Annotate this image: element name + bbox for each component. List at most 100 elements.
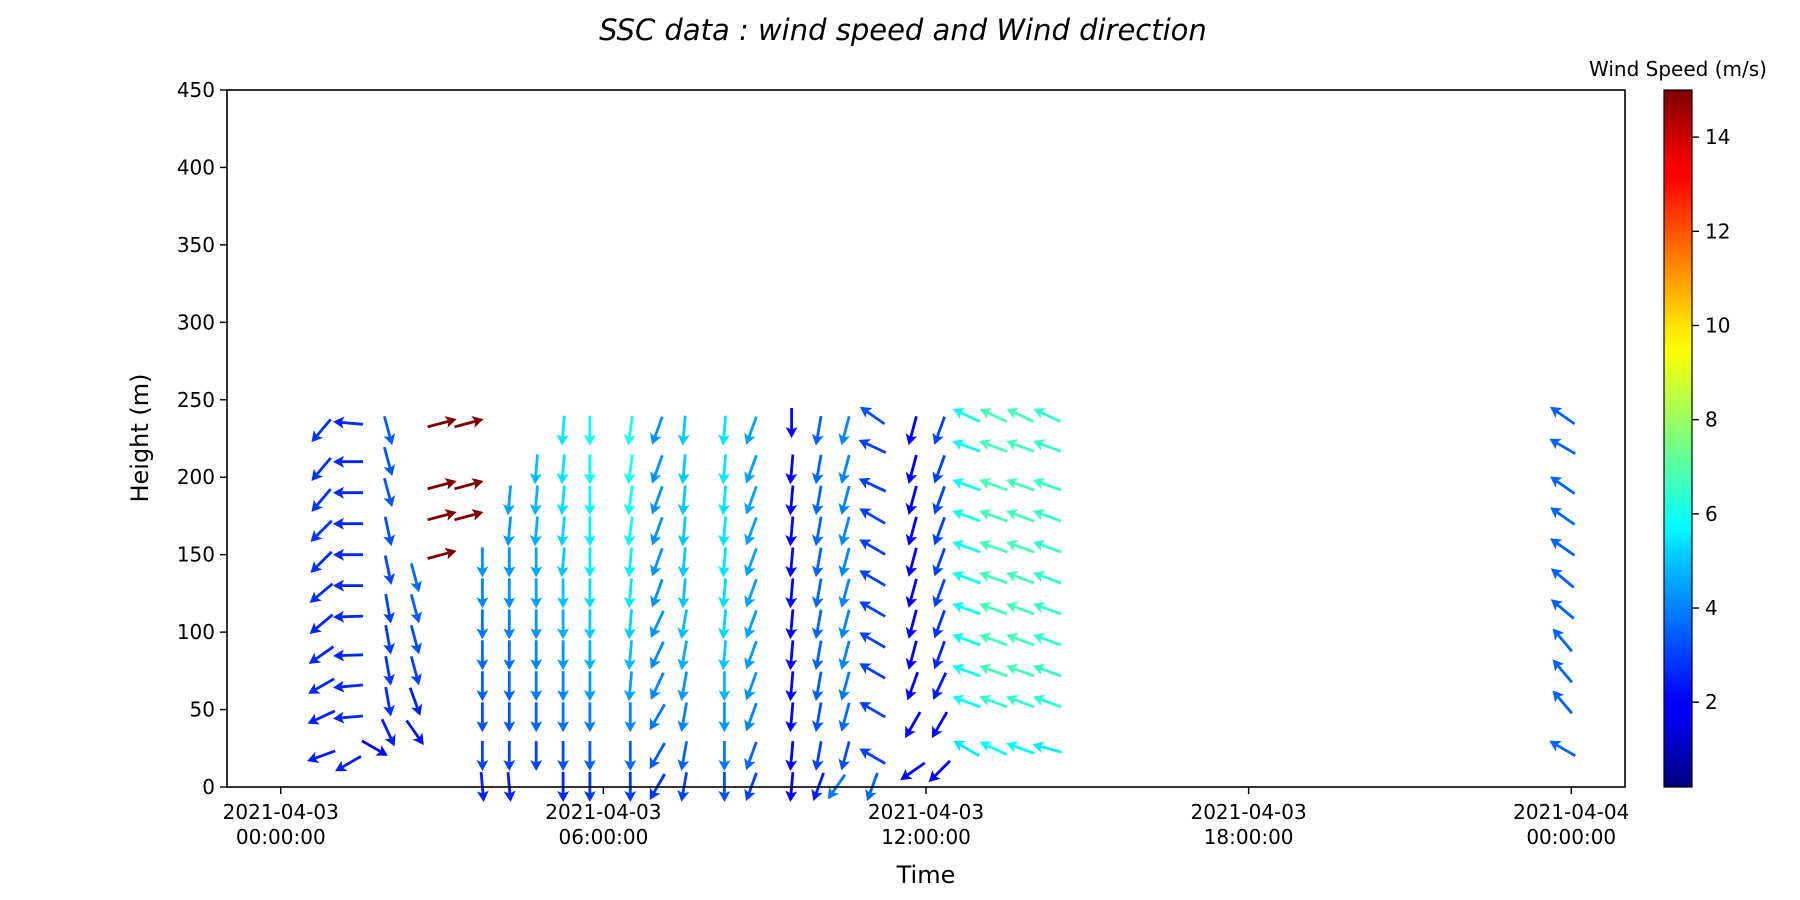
wind-arrow [744, 516, 758, 546]
wind-arrow [905, 485, 918, 515]
wind-arrow [932, 547, 946, 577]
wind-arrow [383, 655, 395, 686]
wind-arrow [1006, 632, 1035, 647]
y-tick-label: 350 [177, 233, 215, 257]
wind-arrow [744, 578, 758, 608]
wind-arrow [650, 672, 665, 700]
wind-arrow [1006, 570, 1035, 585]
wind-arrow [905, 516, 918, 546]
colorbar-tick-label: 4 [1705, 596, 1718, 620]
wind-arrow [1550, 406, 1576, 426]
wind-arrow [811, 741, 824, 771]
wind-arrow [1552, 659, 1573, 684]
wind-arrow [409, 625, 423, 655]
wind-arrow [650, 547, 664, 577]
wind-arrow [718, 454, 731, 485]
wind-arrow [308, 645, 335, 664]
wind-arrow [744, 741, 758, 771]
wind-arrow [785, 454, 798, 485]
wind-arrow [811, 485, 824, 516]
wind-arrow [623, 415, 636, 446]
wind-arrow [838, 702, 851, 732]
wind-arrow [718, 640, 731, 671]
wind-arrow [333, 517, 363, 530]
wind-arrow [503, 671, 516, 702]
wind-arrow [785, 578, 798, 609]
wind-arrow [952, 477, 981, 492]
wind-arrow [718, 578, 731, 609]
wind-arrow [557, 741, 570, 771]
wind-arrow [785, 516, 798, 547]
wind-arrow [979, 663, 1008, 678]
wind-arrow [583, 741, 596, 771]
wind-arrow [476, 640, 489, 671]
wind-arrow [649, 742, 666, 769]
wind-arrow [838, 671, 851, 701]
wind-arrow [308, 677, 335, 694]
wind-arrow [932, 485, 946, 515]
wind-arrow [310, 550, 333, 574]
wind-arrow [408, 687, 423, 716]
wind-arrow [1549, 438, 1577, 455]
wind-arrow [900, 761, 926, 781]
wind-arrow [859, 748, 886, 765]
wind-arrow [333, 486, 363, 499]
wind-arrow [311, 418, 332, 443]
wind-arrow [718, 609, 731, 640]
wind-arrow [932, 609, 946, 639]
wind-arrow [530, 741, 543, 771]
wind-arrow [405, 719, 424, 746]
wind-arrow [383, 686, 395, 717]
x-axis-label: Time [896, 861, 956, 889]
wind-arrow [744, 702, 758, 732]
wind-arrow [1550, 538, 1576, 557]
wind-arrow [623, 547, 636, 578]
wind-arrow [677, 578, 690, 609]
wind-arrow [311, 457, 332, 481]
wind-arrow [928, 759, 951, 783]
wind-arrow [838, 640, 851, 670]
wind-arrow [811, 454, 824, 485]
wind-arrow [718, 547, 731, 578]
wind-arrow [502, 485, 515, 516]
wind-arrow [383, 624, 395, 655]
wind-arrow [859, 539, 886, 556]
wind-arrow [785, 740, 798, 771]
wind-arrow [979, 570, 1008, 585]
colorbar-tick-label: 8 [1705, 408, 1718, 432]
wind-arrow [1032, 539, 1062, 554]
wind-arrow [650, 641, 665, 669]
wind-arrow [333, 455, 363, 468]
y-axis-label: Height (m) [126, 373, 154, 502]
wind-arrow [556, 547, 569, 578]
wind-arrow [677, 415, 690, 446]
wind-arrow [952, 632, 981, 647]
x-tick-label: 12:00:00 [881, 825, 971, 849]
colorbar-label: Wind Speed (m/s) [1589, 57, 1767, 81]
wind-arrow [1550, 599, 1575, 620]
wind-arrow [309, 582, 334, 603]
wind-arrow [1552, 690, 1573, 715]
wind-arrow [932, 516, 946, 546]
wind-arrow [1032, 694, 1062, 709]
colorbar-ticks: 2 4 6 8 10 12 14 [1692, 125, 1730, 714]
wind-arrow [858, 439, 887, 454]
wind-arrow [718, 671, 731, 702]
wind-arrow [952, 663, 981, 678]
wind-arrow [503, 609, 516, 640]
wind-arrow [1032, 601, 1062, 616]
wind-arrow [307, 749, 336, 764]
wind-arrow [649, 703, 666, 731]
wind-arrow [503, 702, 516, 733]
wind-arrow [333, 649, 364, 662]
wind-arrow [623, 640, 636, 671]
wind-arrow [677, 640, 690, 671]
wind-arrow [1032, 663, 1062, 678]
wind-arrow [557, 609, 570, 640]
wind-arrow [1006, 508, 1035, 523]
y-tick-label: 200 [177, 465, 215, 489]
wind-arrow [811, 547, 824, 578]
wind-arrow [811, 640, 824, 671]
wind-arrow [979, 439, 1008, 453]
wind-arrow [905, 578, 918, 608]
